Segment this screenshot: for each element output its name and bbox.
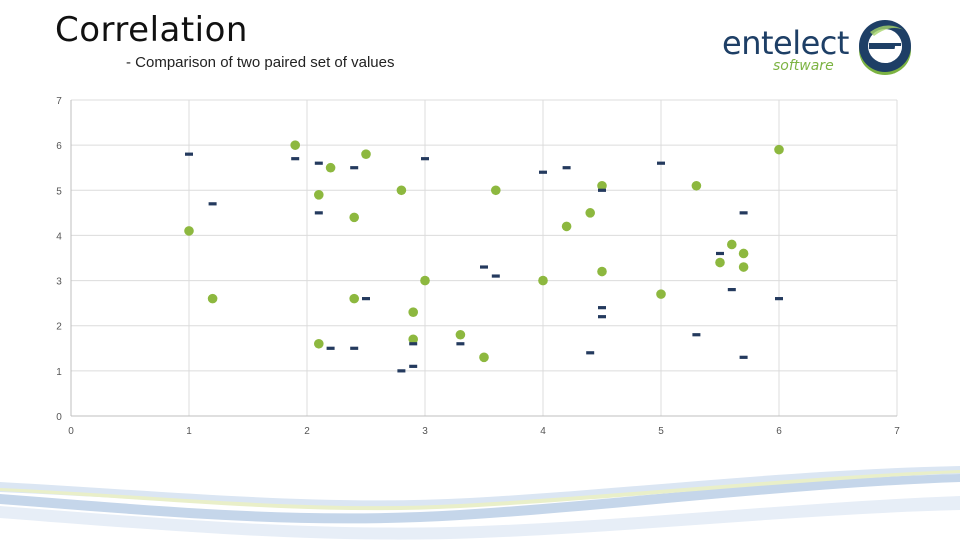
entelect-logo: entelect software (716, 14, 916, 80)
scatter-point-circle (349, 212, 360, 223)
scatter-point-dash (727, 288, 736, 292)
y-tick-label: 0 (56, 412, 62, 423)
scatter-point-circle (656, 289, 666, 299)
scatter-point-dash (350, 346, 359, 350)
scatter-point-circle (408, 334, 419, 345)
slide-title: Correlation (55, 10, 248, 50)
x-tick-label: 5 (658, 426, 664, 437)
scatter-point-dash (314, 211, 323, 215)
x-tick-label: 2 (304, 426, 310, 437)
x-tick-label: 3 (422, 426, 428, 437)
scatter-point-dash (539, 170, 547, 174)
scatter-point-circle (715, 257, 725, 268)
scatter-point-circle (738, 262, 749, 272)
scatter-point-circle (420, 275, 430, 286)
scatter-point-dash (491, 274, 500, 278)
x-tick-label: 6 (776, 426, 782, 437)
scatter-point-dash (208, 202, 217, 206)
scatter-point-dash (362, 297, 370, 301)
scatter-point-dash (598, 306, 606, 310)
y-tick-label: 1 (56, 367, 62, 378)
logo-subtext: software (773, 58, 834, 74)
scatter-point-dash (326, 346, 335, 350)
scatter-point-dash (397, 369, 406, 373)
logo-e-mark-icon (859, 20, 911, 75)
y-tick-label: 3 (56, 277, 62, 288)
chart-tick-labels: 0 1 2 3 4 5 6 7 0 1 2 3 4 5 6 7 (56, 96, 900, 437)
scatter-point-circle (408, 307, 419, 317)
scatter-point-circle (290, 140, 301, 150)
scatter-point-dash (291, 157, 300, 161)
scatter-point-dash (314, 161, 323, 165)
scatter-point-dash (350, 166, 359, 170)
scatter-point-dash (598, 188, 606, 192)
x-tick-label: 4 (540, 426, 546, 437)
y-tick-label: 5 (56, 186, 62, 197)
scatter-point-circle (207, 293, 218, 304)
scatter-point-circle (738, 248, 749, 259)
scatter-point-circle (184, 226, 194, 236)
x-tick-label: 0 (68, 426, 74, 437)
x-tick-label: 7 (894, 426, 900, 437)
scatter-point-circle (361, 149, 371, 159)
scatter-point-circle (585, 208, 595, 218)
scatter-point-circle (349, 293, 360, 304)
scatter-point-circle (325, 162, 336, 173)
scatter-point-dash (775, 297, 783, 301)
scatter-point-dash (586, 351, 595, 355)
scatter-point-dash (598, 315, 606, 319)
chart-marks (184, 140, 784, 373)
scatter-point-dash (456, 342, 465, 346)
y-tick-label: 4 (56, 231, 62, 242)
scatter-point-dash (409, 364, 418, 368)
scatter-point-dash (657, 161, 665, 165)
scatter-point-dash (409, 342, 418, 346)
scatter-point-circle (727, 239, 737, 250)
scatter-chart: 0 1 2 3 4 5 6 7 0 1 2 3 4 5 6 7 (56, 96, 900, 437)
scatter-point-dash (739, 355, 748, 359)
scatter-point-dash (185, 152, 193, 156)
scatter-point-circle (396, 185, 407, 196)
chart-gridlines (71, 99, 898, 416)
scatter-point-dash (716, 251, 724, 256)
logo-wordmark: entelect (722, 24, 849, 62)
x-tick-label: 1 (186, 426, 192, 437)
chart-axes (70, 100, 897, 417)
scatter-point-circle (314, 190, 324, 200)
scatter-point-circle (455, 329, 466, 340)
y-tick-label: 2 (56, 322, 62, 333)
scatter-point-circle (561, 221, 572, 232)
scatter-point-circle (314, 338, 324, 349)
scatter-point-dash (692, 333, 701, 337)
scatter-point-circle (597, 180, 607, 191)
scatter-point-circle (479, 352, 489, 363)
y-tick-label: 7 (56, 96, 62, 107)
scatter-point-circle (691, 180, 702, 191)
scatter-point-dash (562, 166, 571, 170)
scatter-point-circle (491, 185, 501, 196)
scatter-point-circle (774, 144, 784, 155)
scatter-point-circle (538, 275, 548, 286)
slide-subtitle: - Comparison of two paired set of values (126, 54, 395, 71)
scatter-point-dash (480, 265, 488, 269)
scatter-point-dash (421, 157, 429, 161)
y-tick-label: 6 (56, 141, 62, 152)
scatter-point-dash (739, 211, 748, 215)
decorative-waves (0, 466, 960, 540)
scatter-point-circle (597, 266, 607, 277)
